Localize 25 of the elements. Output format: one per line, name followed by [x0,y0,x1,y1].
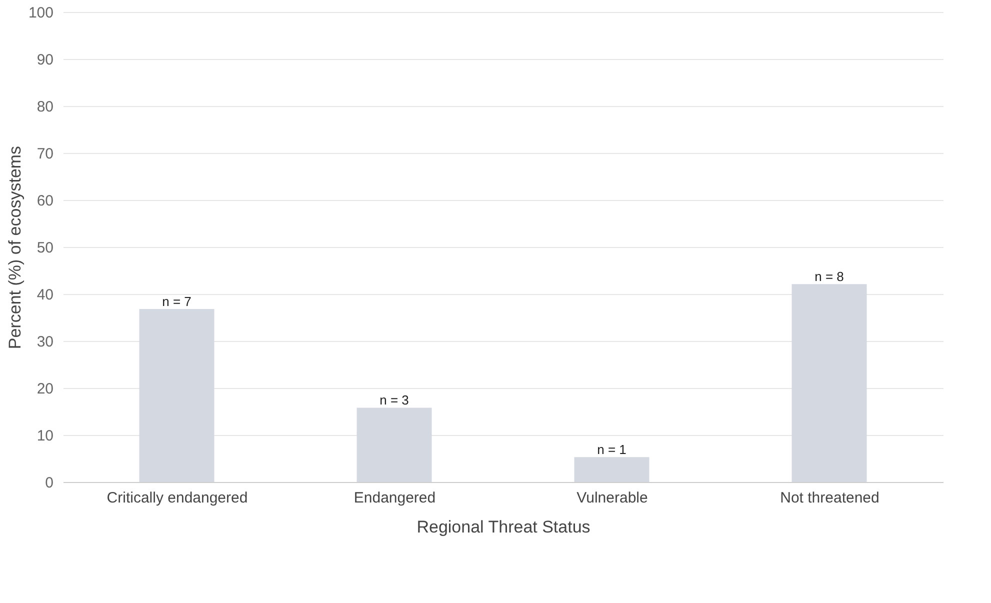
y-tick-label: 60 [36,192,54,210]
y-tick-label: 30 [36,334,54,350]
x-tick-label: Vulnerable [576,490,648,506]
y-tick-label: 80 [36,98,54,116]
y-tick-label: 100 [28,4,54,22]
bar [139,309,214,482]
x-tick-label: Endangered [354,490,436,506]
annotation: n = 7 [162,294,192,310]
x-axis-title: Regional Threat Status [416,518,590,536]
x-tick-label: Not threatened [780,490,880,506]
annotation: n = 3 [380,392,409,408]
y-tick-label: 0 [45,474,54,492]
annotation: n = 8 [814,269,844,284]
annotation: n = 1 [597,442,626,458]
bar [792,284,867,482]
bar [356,408,432,482]
y-tick-label: 90 [36,52,54,68]
y-tick-label: 10 [36,428,54,444]
y-axis-title: Percent (%) of ecosystems [5,146,24,350]
y-tick-label: 20 [36,380,54,398]
x-tick-label: Critically endangered [106,490,248,506]
y-tick-label: 50 [36,240,54,256]
bar [574,457,650,482]
y-tick-label: 40 [36,286,54,304]
y-tick-label: 70 [36,146,54,162]
